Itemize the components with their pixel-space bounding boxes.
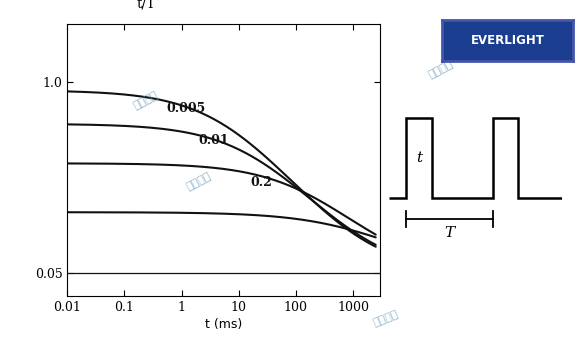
Text: 超毅电子: 超毅电子 <box>132 89 160 110</box>
Text: EVERLIGHT: EVERLIGHT <box>470 34 545 47</box>
X-axis label: t (ms): t (ms) <box>205 318 242 331</box>
Text: t/T: t/T <box>136 0 156 10</box>
Text: 超毅电子: 超毅电子 <box>426 59 455 80</box>
Text: 0.01: 0.01 <box>199 134 229 147</box>
Text: T: T <box>445 226 455 240</box>
Text: $I_F$(A): $I_F$(A) <box>49 0 77 2</box>
Text: 超毅电子: 超毅电子 <box>185 171 213 192</box>
Text: t: t <box>416 151 422 165</box>
Text: 超毅电子: 超毅电子 <box>372 309 400 328</box>
Text: 0.2: 0.2 <box>250 176 272 189</box>
Text: 0.005: 0.005 <box>167 102 206 115</box>
